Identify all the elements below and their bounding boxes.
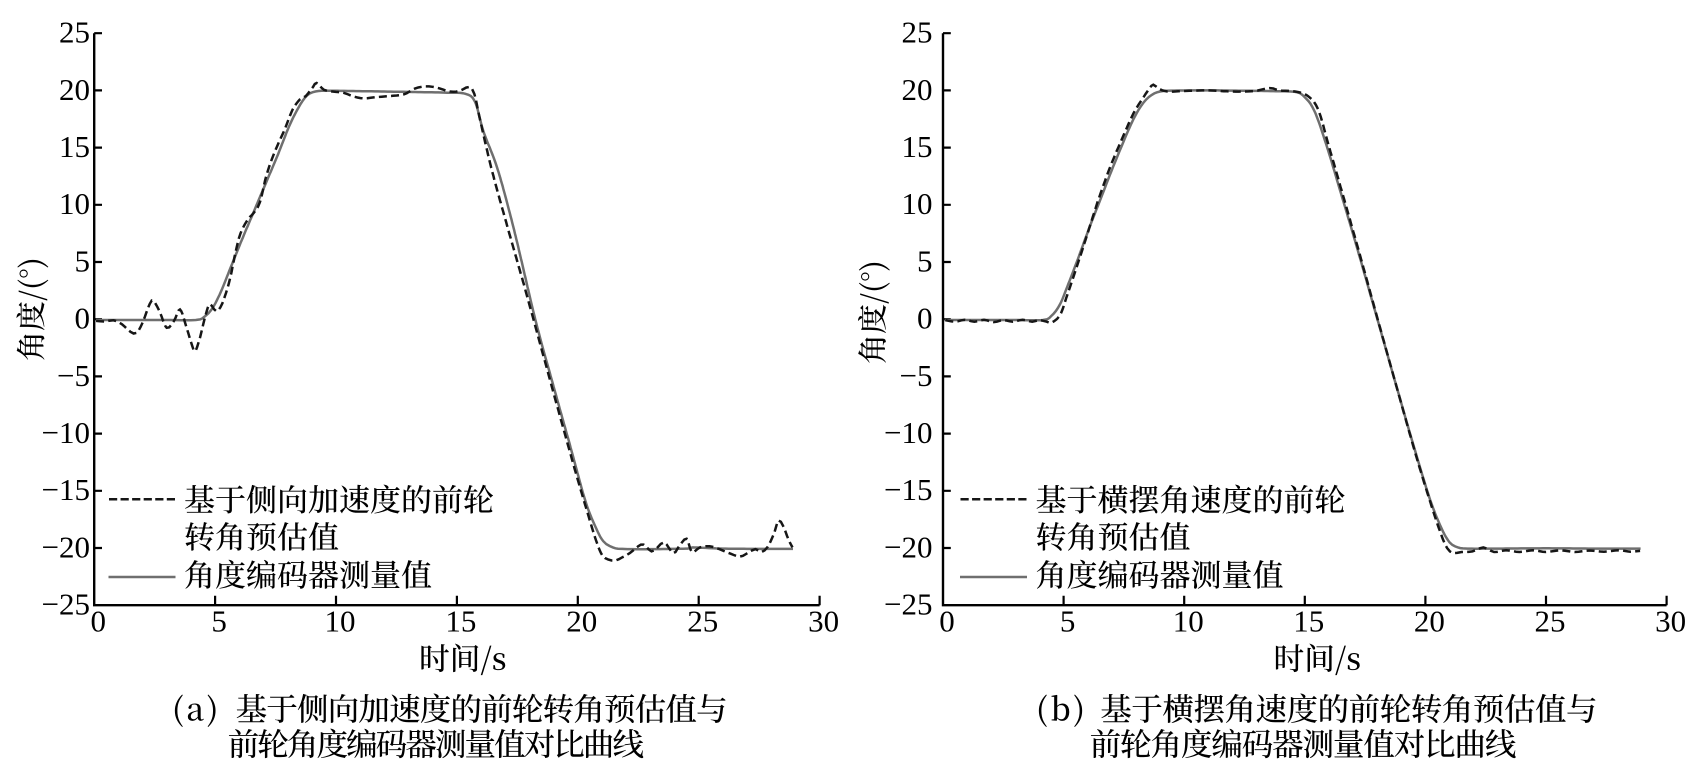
svg-text:0: 0 xyxy=(75,301,91,336)
svg-text:5: 5 xyxy=(917,243,933,278)
svg-text:−15: −15 xyxy=(42,472,90,507)
svg-text:10: 10 xyxy=(59,186,90,221)
svg-text:0: 0 xyxy=(90,603,106,638)
svg-text:25: 25 xyxy=(59,15,90,50)
svg-text:0: 0 xyxy=(917,301,933,336)
svg-text:−25: −25 xyxy=(884,587,932,622)
svg-text:−20: −20 xyxy=(884,529,932,564)
svg-text:−20: −20 xyxy=(42,529,90,564)
svg-text:10: 10 xyxy=(1173,603,1204,638)
svg-text:10: 10 xyxy=(325,603,356,638)
svg-text:20: 20 xyxy=(566,603,597,638)
svg-text:15: 15 xyxy=(445,603,476,638)
svg-text:30: 30 xyxy=(1655,603,1686,638)
svg-text:15: 15 xyxy=(59,129,90,164)
svg-text:−5: −5 xyxy=(900,358,933,393)
svg-text:20: 20 xyxy=(59,72,90,107)
svg-text:−10: −10 xyxy=(42,415,90,450)
svg-text:10: 10 xyxy=(902,186,933,221)
svg-text:25: 25 xyxy=(902,15,933,50)
svg-text:30: 30 xyxy=(808,603,839,638)
svg-text:25: 25 xyxy=(1535,603,1566,638)
svg-text:5: 5 xyxy=(75,243,91,278)
svg-text:15: 15 xyxy=(1293,603,1324,638)
svg-text:−10: −10 xyxy=(884,415,932,450)
svg-text:−15: −15 xyxy=(884,472,932,507)
svg-text:5: 5 xyxy=(211,603,227,638)
svg-text:−5: −5 xyxy=(57,358,90,393)
svg-text:20: 20 xyxy=(902,72,933,107)
svg-text:0: 0 xyxy=(939,603,955,638)
svg-text:5: 5 xyxy=(1060,603,1076,638)
svg-text:15: 15 xyxy=(902,129,933,164)
svg-text:25: 25 xyxy=(687,603,718,638)
svg-text:20: 20 xyxy=(1414,603,1445,638)
svg-text:−25: −25 xyxy=(42,587,90,622)
